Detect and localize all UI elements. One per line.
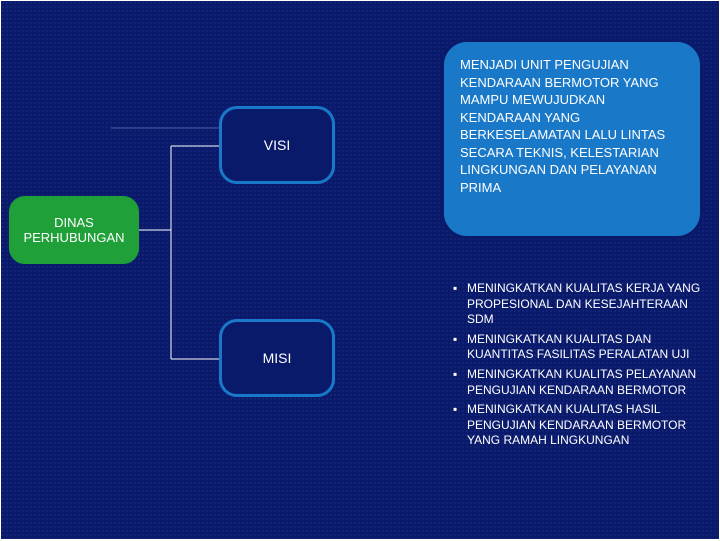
root-label: DINAS PERHUBUNGAN: [21, 215, 127, 245]
misi-label: MISI: [263, 350, 292, 366]
misi-bullet-list: MENINGKATKAN KUALITAS KERJA YANG PROPESI…: [441, 281, 709, 449]
misi-bullet-item: MENINGKATKAN KUALITAS HASIL PENGUJIAN KE…: [453, 402, 709, 449]
misi-bullet-item: MENINGKATKAN KUALITAS PELAYANAN PENGUJIA…: [453, 367, 709, 398]
visi-description-node: MENJADI UNIT PENGUJIAN KENDARAAN BERMOTO…: [441, 39, 703, 239]
misi-description-node: MENINGKATKAN KUALITAS KERJA YANG PROPESI…: [441, 281, 709, 529]
visi-node: VISI: [219, 106, 335, 184]
visi-label: VISI: [264, 137, 290, 153]
diagram-canvas: DINAS PERHUBUNGAN VISI MISI MENJADI UNIT…: [0, 0, 720, 540]
misi-bullet-item: MENINGKATKAN KUALITAS KERJA YANG PROPESI…: [453, 281, 709, 328]
misi-node: MISI: [219, 319, 335, 397]
visi-description-text: MENJADI UNIT PENGUJIAN KENDARAAN BERMOTO…: [460, 56, 684, 196]
root-node: DINAS PERHUBUNGAN: [9, 196, 139, 264]
misi-bullet-item: MENINGKATKAN KUALITAS DAN KUANTITAS FASI…: [453, 332, 709, 363]
